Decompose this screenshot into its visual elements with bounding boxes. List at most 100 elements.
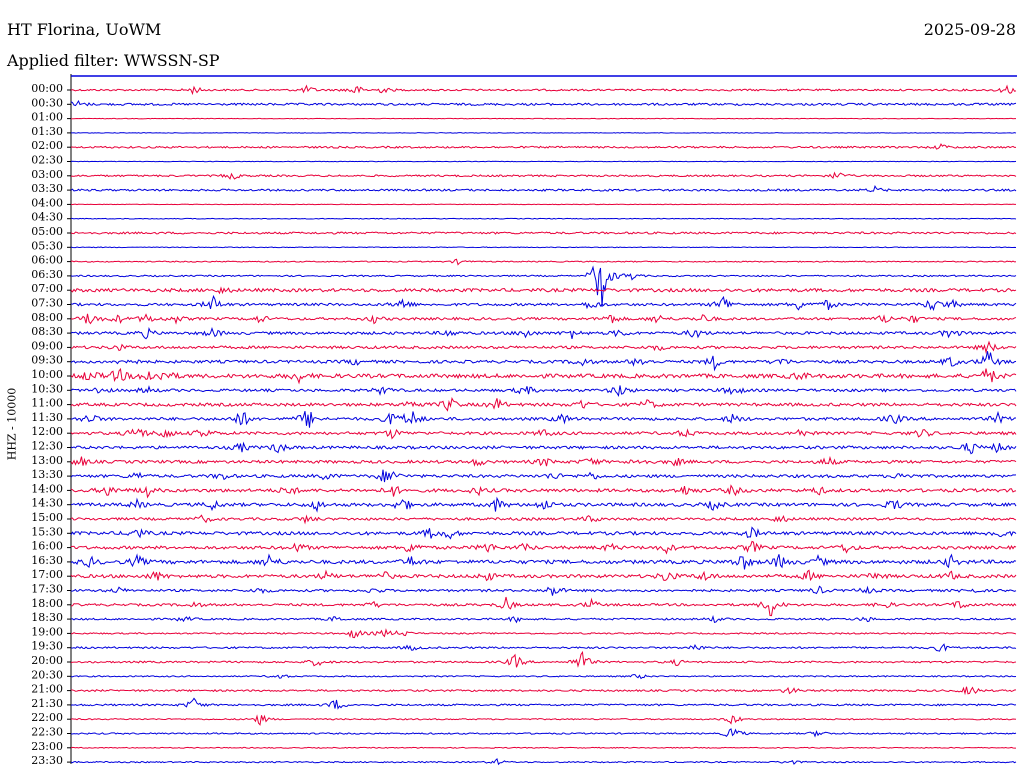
trace-line: [70, 160, 1017, 163]
row-time-label: 22:00: [31, 711, 63, 724]
row-time-label: 22:30: [31, 726, 63, 739]
trace-line: [70, 410, 1017, 428]
row-time-label: 21:00: [31, 683, 63, 696]
row-time-label: 02:00: [31, 139, 63, 152]
row-time-label: 06:30: [31, 268, 63, 281]
trace-line: [70, 428, 1017, 440]
row-time-label: 08:00: [31, 311, 63, 324]
row-time-label: 09:30: [31, 354, 63, 367]
trace-line: [70, 746, 1017, 749]
trace-line: [70, 540, 1017, 555]
trace-line: [70, 258, 1017, 266]
trace-line: [70, 286, 1017, 295]
trace-line: [70, 628, 1017, 639]
row-time-label: 01:00: [31, 111, 63, 124]
trace-line: [70, 99, 1017, 107]
row-time-label: 10:30: [31, 382, 63, 395]
trace-line: [70, 643, 1017, 652]
row-time-label: 11:00: [31, 397, 63, 410]
record-date: 2025-09-28: [923, 20, 1016, 39]
row-time-label: 17:00: [31, 568, 63, 581]
trace-line: [70, 569, 1017, 582]
trace-line: [70, 132, 1017, 134]
row-time-label: 15:30: [31, 525, 63, 538]
trace-line: [70, 326, 1017, 340]
row-time-label: 20:00: [31, 654, 63, 667]
trace-line: [70, 203, 1017, 206]
row-time-label: 01:30: [31, 125, 63, 138]
row-time-label: 14:00: [31, 482, 63, 495]
row-time-label: 11:30: [31, 411, 63, 424]
trace-line: [70, 553, 1017, 570]
trace-line: [70, 117, 1017, 120]
trace-line: [70, 614, 1017, 624]
row-time-label: 19:00: [31, 625, 63, 638]
row-time-label: 12:00: [31, 425, 63, 438]
filter-label: Applied filter: WWSSN-SP: [7, 51, 220, 70]
trace-line: [70, 714, 1017, 726]
trace-line: [70, 143, 1017, 150]
station-title: HT Florina, UoWM: [7, 20, 162, 39]
trace-line: [70, 246, 1017, 249]
trace-line: [70, 351, 1017, 372]
trace-line: [70, 697, 1017, 710]
row-time-label: 08:30: [31, 325, 63, 338]
trace-line: [70, 367, 1017, 385]
row-time-label: 16:30: [31, 554, 63, 567]
row-time-label: 05:00: [31, 225, 63, 238]
trace-line: [70, 231, 1017, 235]
row-time-label: 17:30: [31, 583, 63, 596]
row-time-label: 02:30: [31, 154, 63, 167]
trace-line: [70, 397, 1017, 412]
trace-line: [70, 184, 1017, 193]
row-time-label: 04:30: [31, 211, 63, 224]
trace-line: [70, 441, 1017, 455]
trace-line: [70, 265, 1017, 308]
trace-line: [70, 514, 1017, 525]
row-time-label: 16:00: [31, 540, 63, 553]
row-time-label: 03:00: [31, 168, 63, 181]
row-time-label: 03:30: [31, 182, 63, 195]
row-time-label: 05:30: [31, 239, 63, 252]
row-time-label: 04:00: [31, 196, 63, 209]
trace-line: [70, 84, 1017, 96]
trace-line: [70, 313, 1017, 325]
trace-line: [70, 455, 1017, 467]
row-time-label: 18:30: [31, 611, 63, 624]
row-time-label: 23:00: [31, 740, 63, 753]
row-time-label: 18:00: [31, 597, 63, 610]
row-time-label: 10:00: [31, 368, 63, 381]
row-time-label: 21:30: [31, 697, 63, 710]
row-time-label: 20:30: [31, 668, 63, 681]
trace-line: [70, 526, 1017, 540]
row-time-label: 00:00: [31, 82, 63, 95]
trace-line: [70, 585, 1017, 596]
trace-line: [70, 484, 1017, 499]
row-time-label: 07:30: [31, 297, 63, 310]
trace-line: [70, 469, 1017, 483]
row-time-label: 06:00: [31, 254, 63, 267]
row-time-label: 15:00: [31, 511, 63, 524]
row-time-label: 00:30: [31, 96, 63, 109]
trace-line: [70, 686, 1017, 696]
trace-line: [70, 496, 1017, 513]
row-time-label: 13:00: [31, 454, 63, 467]
trace-line: [70, 728, 1017, 738]
trace-line: [70, 596, 1017, 617]
trace-line: [70, 340, 1017, 354]
trace-line: [70, 650, 1017, 668]
row-time-label: 12:30: [31, 440, 63, 453]
row-time-label: 14:30: [31, 497, 63, 510]
row-time-label: 23:30: [31, 754, 63, 767]
row-time-label: 13:30: [31, 468, 63, 481]
trace-line: [70, 294, 1017, 312]
trace-line: [70, 385, 1017, 398]
row-time-label: 19:30: [31, 640, 63, 653]
row-time-label: 09:00: [31, 339, 63, 352]
trace-line: [70, 674, 1017, 680]
row-time-label: 07:00: [31, 282, 63, 295]
trace-line: [70, 758, 1017, 766]
trace-line: [70, 217, 1017, 220]
trace-line: [70, 171, 1017, 180]
